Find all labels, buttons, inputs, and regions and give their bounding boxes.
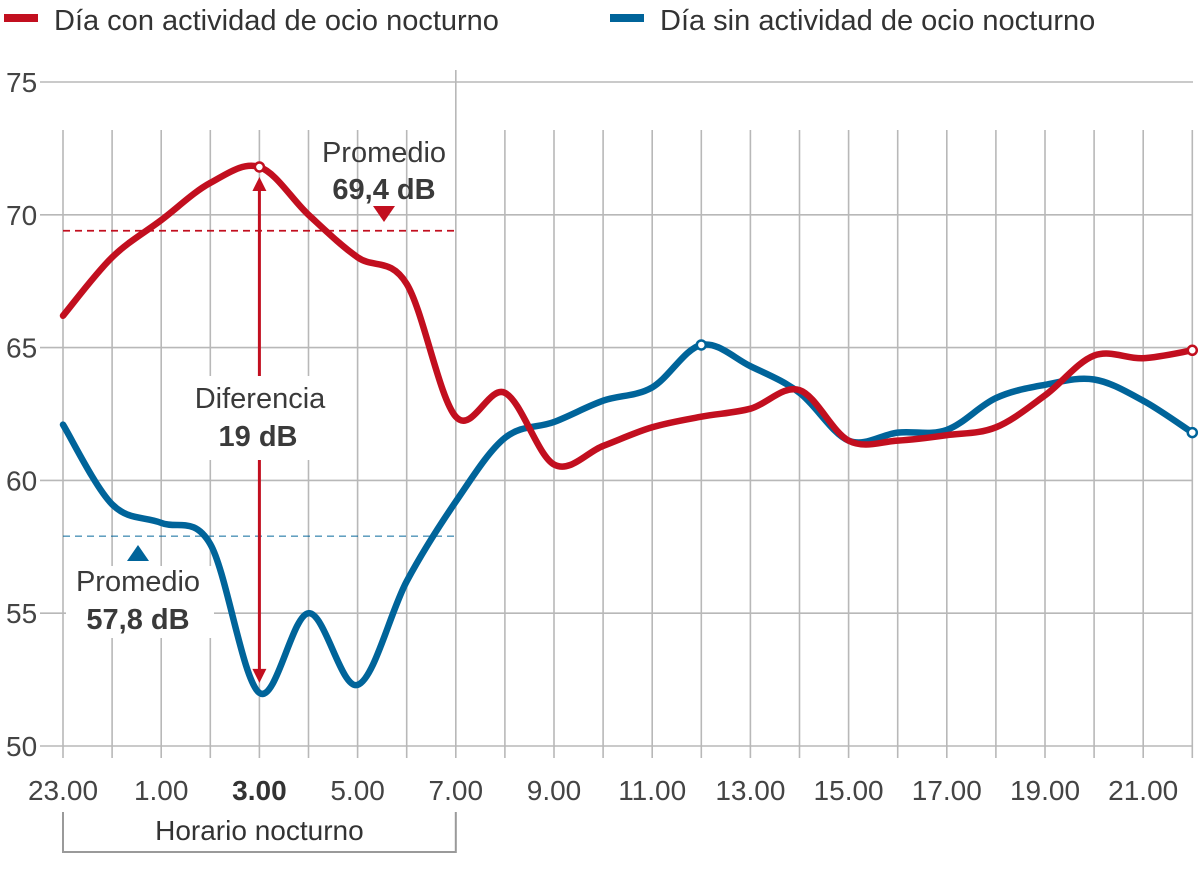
y-tick-label: 55 (6, 598, 37, 629)
average-marker-up-icon (127, 545, 149, 561)
x-tick-label: 9.00 (527, 775, 582, 806)
x-tick-label: 21.00 (1108, 775, 1178, 806)
difference-label-bg (180, 376, 340, 460)
x-tick-label: 15.00 (814, 775, 884, 806)
x-tick-label: 17.00 (912, 775, 982, 806)
average-label-bg-sin-ocio (66, 566, 214, 638)
point-marker (1186, 344, 1199, 357)
night-period-bracket-line (62, 812, 457, 853)
average-value-sin-ocio: 57,8 dB (86, 604, 189, 636)
average-annotation-sin-ocio: Promedio 57,8 dB (66, 545, 214, 638)
y-tick-label: 65 (6, 333, 37, 364)
difference-annotation: Diferencia 19 dB (180, 176, 340, 683)
series-lines (59, 161, 1199, 698)
x-tick-label: 1.00 (134, 775, 189, 806)
y-tick-label: 70 (6, 200, 37, 231)
legend-swatch-con-ocio (4, 14, 38, 22)
difference-value: 19 dB (219, 421, 298, 453)
point-marker (695, 339, 708, 351)
x-tick-label: 19.00 (1010, 775, 1080, 806)
y-tick-label: 50 (6, 731, 37, 762)
average-label-con-ocio: Promedio (322, 137, 446, 169)
difference-arrowhead-up (252, 176, 267, 191)
legend-label-con-ocio: Día con actividad de ocio nocturno (54, 5, 499, 37)
night-period-bracket: Horario nocturno (62, 812, 457, 853)
series-line-sin-ocio (59, 341, 1196, 698)
night-period-label: Horario nocturno (155, 815, 364, 846)
legend-swatch-sin-ocio (610, 14, 644, 22)
y-tick-label: 60 (6, 465, 37, 496)
difference-label: Diferencia (195, 383, 326, 415)
x-tick-label: 11.00 (618, 775, 686, 806)
y-tick-label: 75 (6, 67, 37, 98)
y-axis-ticks: 50 55 60 65 70 75 (6, 67, 37, 762)
average-annotation-con-ocio: Promedio 69,4 dB (322, 137, 446, 222)
x-axis-ticks: 23.00 1.00 3.00 5.00 7.00 9.00 11.00 13.00 15.00… (28, 775, 1178, 806)
x-tick-label: 5.00 (330, 775, 385, 806)
point-marker (1186, 426, 1199, 439)
average-marker-down-icon (373, 206, 395, 222)
legend-label-sin-ocio: Día sin actividad de ocio nocturno (660, 5, 1095, 37)
average-label-sin-ocio: Promedio (76, 566, 200, 598)
x-tick-label: 7.00 (429, 775, 484, 806)
difference-arrowhead-down (252, 668, 267, 683)
x-tick-label: 23.00 (28, 775, 98, 806)
point-marker (253, 161, 266, 173)
x-tick-label: 3.00 (232, 775, 287, 806)
legend: Día con actividad de ocio nocturno Día s… (4, 5, 1095, 37)
x-tick-label: 13.00 (715, 775, 785, 806)
average-value-con-ocio: 69,4 dB (332, 174, 435, 206)
